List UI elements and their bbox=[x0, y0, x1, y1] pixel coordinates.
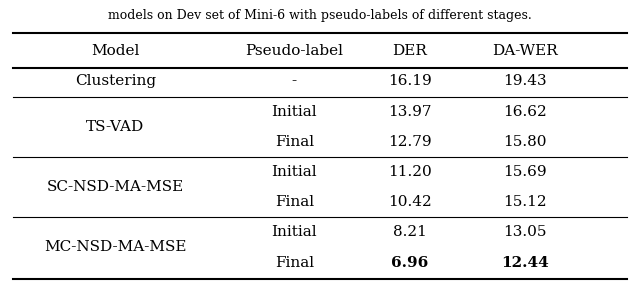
Text: DA-WER: DA-WER bbox=[492, 44, 557, 58]
Text: 16.62: 16.62 bbox=[503, 105, 547, 119]
Text: 10.42: 10.42 bbox=[388, 195, 431, 209]
Text: -: - bbox=[292, 74, 297, 88]
Text: 11.20: 11.20 bbox=[388, 165, 431, 179]
Text: Clustering: Clustering bbox=[75, 74, 156, 88]
Text: 15.12: 15.12 bbox=[503, 195, 547, 209]
Text: Initial: Initial bbox=[271, 225, 317, 239]
Text: Final: Final bbox=[275, 135, 314, 149]
Text: Final: Final bbox=[275, 195, 314, 209]
Text: Initial: Initial bbox=[271, 105, 317, 119]
Text: 16.19: 16.19 bbox=[388, 74, 431, 88]
Text: Initial: Initial bbox=[271, 165, 317, 179]
Text: Final: Final bbox=[275, 255, 314, 270]
Text: 12.44: 12.44 bbox=[501, 255, 548, 270]
Text: 19.43: 19.43 bbox=[503, 74, 547, 88]
Text: 15.80: 15.80 bbox=[503, 135, 547, 149]
Text: 12.79: 12.79 bbox=[388, 135, 431, 149]
Text: 8.21: 8.21 bbox=[393, 225, 426, 239]
Text: SC-NSD-MA-MSE: SC-NSD-MA-MSE bbox=[47, 180, 184, 194]
Text: MC-NSD-MA-MSE: MC-NSD-MA-MSE bbox=[44, 241, 186, 254]
Text: 13.05: 13.05 bbox=[503, 225, 547, 239]
Text: 15.69: 15.69 bbox=[503, 165, 547, 179]
Text: Pseudo-label: Pseudo-label bbox=[245, 44, 344, 58]
Text: 6.96: 6.96 bbox=[391, 255, 428, 270]
Text: models on Dev set of Mini-6 with pseudo-labels of different stages.: models on Dev set of Mini-6 with pseudo-… bbox=[108, 9, 532, 22]
Text: DER: DER bbox=[392, 44, 427, 58]
Text: Model: Model bbox=[91, 44, 140, 58]
Text: 13.97: 13.97 bbox=[388, 105, 431, 119]
Text: TS-VAD: TS-VAD bbox=[86, 120, 145, 134]
